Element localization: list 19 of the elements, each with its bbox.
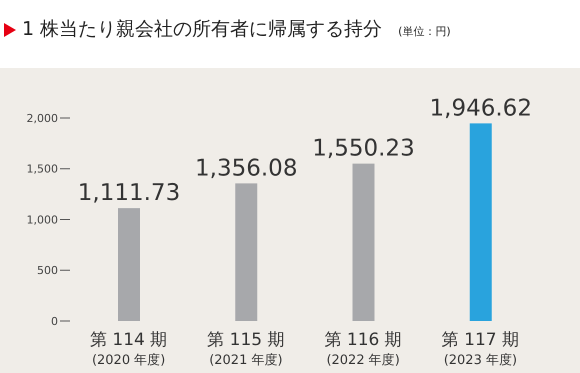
bar	[235, 183, 258, 321]
bar	[352, 164, 374, 321]
x-tick-label: 第 114 期 (2020 年度)	[90, 330, 168, 368]
data-label: 1,550.23	[312, 136, 415, 162]
chart-title: 1 株当たり親会社の所有者に帰属する持分	[22, 18, 382, 40]
y-tick-label: 1,500	[26, 162, 58, 176]
data-label: 1,946.62	[430, 95, 532, 122]
y-tick-label: 2,000	[26, 112, 58, 125]
x-tick-label: 第 116 期 (2022 年度)	[324, 330, 402, 368]
y-tick-label: 0	[51, 314, 58, 328]
y-tick-label: 1,000	[26, 213, 58, 226]
y-tick-label: 500	[37, 264, 58, 278]
chart-subtitle: (単位：円)	[398, 25, 451, 38]
data-label: 1,356.08	[195, 155, 298, 182]
x-tick-label: 第 117 期 (2023 年度)	[442, 330, 520, 368]
x-tick-label: 第 115 期 (2021 年度)	[207, 330, 285, 368]
bar	[470, 123, 492, 321]
bar	[118, 208, 140, 321]
data-label: 1,111.73	[78, 180, 180, 206]
